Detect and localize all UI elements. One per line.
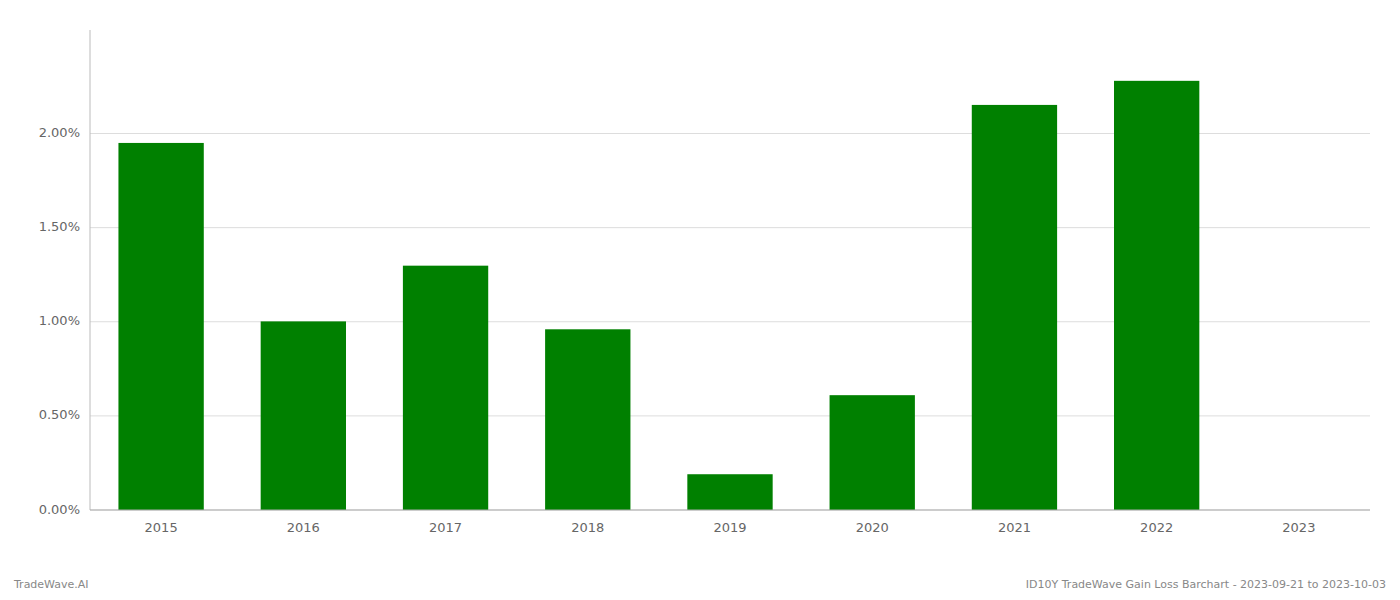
x-tick-label: 2017	[429, 520, 462, 535]
y-axis-line	[90, 30, 91, 510]
y-tick-label: 0.00%	[39, 502, 80, 517]
bar	[687, 474, 772, 510]
chart-svg: 0.00%0.50%1.00%1.50%2.00%201520162017201…	[0, 0, 1400, 600]
x-tick-label: 2019	[713, 520, 746, 535]
y-tick-label: 2.00%	[39, 125, 80, 140]
x-tick-label: 2015	[145, 520, 178, 535]
x-tick-label: 2023	[1282, 520, 1315, 535]
bar	[261, 321, 346, 510]
x-tick-label: 2016	[287, 520, 320, 535]
x-axis-line	[90, 510, 1370, 511]
bar	[972, 105, 1057, 510]
bar	[545, 329, 630, 510]
y-tick-label: 1.50%	[39, 219, 80, 234]
x-tick-label: 2020	[856, 520, 889, 535]
bar	[118, 143, 203, 510]
x-tick-label: 2021	[998, 520, 1031, 535]
y-tick-label: 1.00%	[39, 313, 80, 328]
bar	[403, 266, 488, 510]
footer-text: ID10Y TradeWave Gain Loss Barchart - 202…	[1026, 578, 1386, 591]
bar	[1114, 81, 1199, 510]
x-tick-label: 2018	[571, 520, 604, 535]
x-tick-label: 2022	[1140, 520, 1173, 535]
grid-line	[90, 510, 1370, 511]
chart-container: 0.00%0.50%1.00%1.50%2.00%201520162017201…	[0, 0, 1400, 600]
y-tick-label: 0.50%	[39, 407, 80, 422]
bar	[830, 395, 915, 510]
footer-text: TradeWave.AI	[13, 578, 89, 591]
x-tick-labels: 2015 2016 2017 2018 2019 2020 2021 2022 2023	[145, 520, 1316, 535]
y-tick-labels: 0.00% 0.50% 1.00% 1.50% 2.00%	[39, 125, 80, 516]
footer: TradeWave.AI ID10Y TradeWave Gain Loss Ba…	[13, 578, 1386, 591]
bars	[118, 81, 1199, 510]
